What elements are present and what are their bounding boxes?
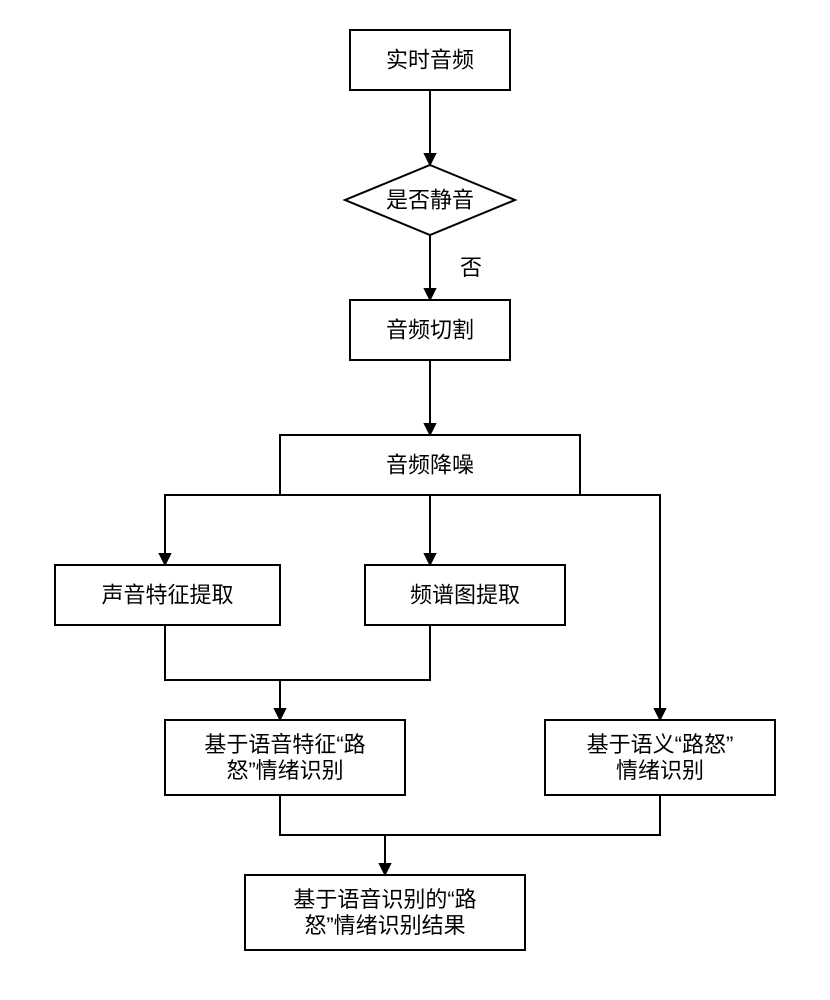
flowchart-canvas: 否实时音频是否静音音频切割音频降噪声音特征提取频谱图提取基于语音特征“路怒”情绪…: [0, 0, 830, 1000]
flow-edge: [385, 795, 660, 835]
node-label: 情绪识别: [616, 758, 704, 783]
node-label: 怒”情绪识别: [226, 758, 343, 783]
flow-edge: [165, 625, 280, 720]
node-label: 基于语义“路怒”: [587, 732, 734, 757]
node-label: 频谱图提取: [410, 583, 520, 608]
flow-node-n9: 基于语音识别的“路怒”情绪识别结果: [245, 875, 525, 950]
flow-node-n7: 基于语音特征“路怒”情绪识别: [165, 720, 405, 795]
flow-node-n2: 是否静音: [345, 165, 515, 235]
flow-edge: [280, 795, 385, 875]
node-label: 声音特征提取: [101, 583, 233, 608]
node-label: 是否静音: [386, 188, 474, 213]
flow-node-n3: 音频切割: [350, 300, 510, 360]
node-label: 基于语音特征“路: [204, 732, 365, 757]
node-label: 音频切割: [386, 318, 474, 343]
flow-node-n8: 基于语义“路怒”情绪识别: [545, 720, 775, 795]
flow-node-n4: 音频降噪: [280, 435, 580, 495]
node-label: 音频降噪: [386, 453, 474, 478]
node-label: 怒”情绪识别结果: [304, 913, 465, 938]
flow-node-n6: 频谱图提取: [365, 565, 565, 625]
node-label: 基于语音识别的“路: [293, 887, 476, 912]
node-label: 实时音频: [386, 48, 474, 73]
flow-edge: [280, 625, 430, 680]
flow-node-n5: 声音特征提取: [55, 565, 280, 625]
flow-edge: [165, 495, 280, 565]
flow-node-n1: 实时音频: [350, 30, 510, 90]
edge-label: 否: [460, 255, 482, 280]
flow-edge: [580, 495, 660, 720]
